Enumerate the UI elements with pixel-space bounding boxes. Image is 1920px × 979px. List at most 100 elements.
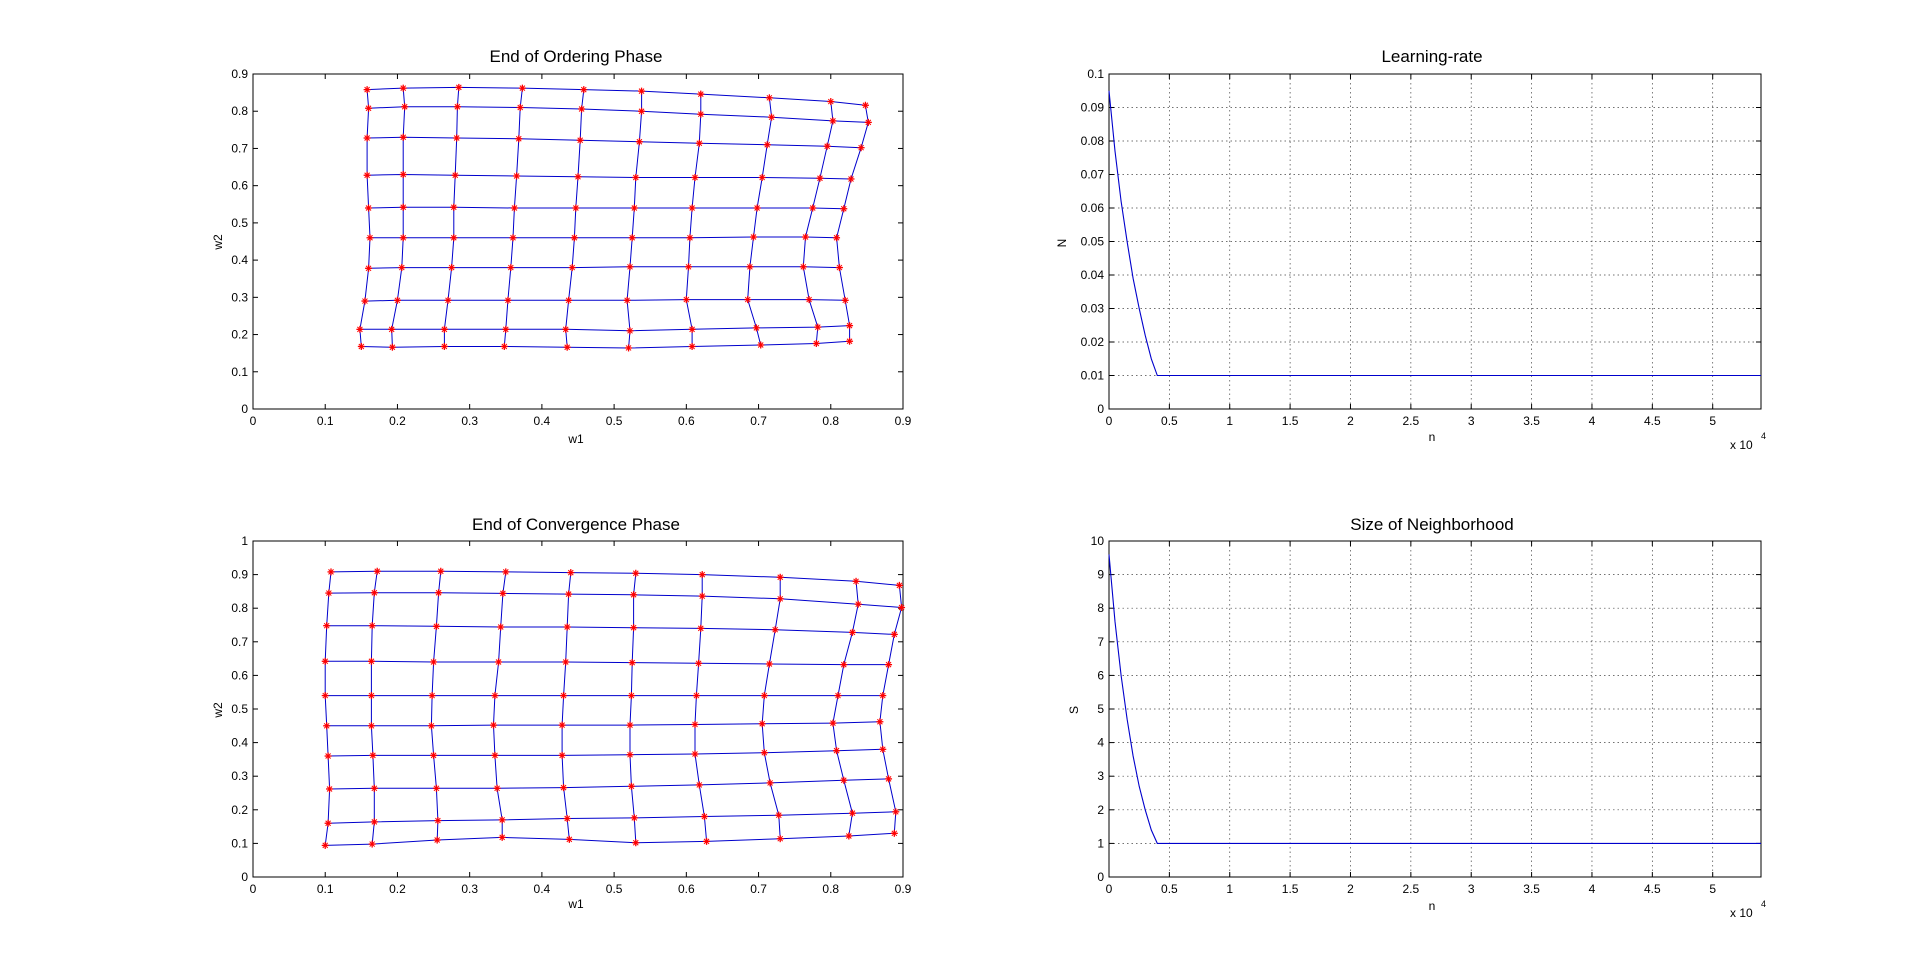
ordering-xtick-label: 0.8 [822,414,839,428]
convergence-neuron-marker [758,720,766,728]
ordering-neuron-marker [357,342,365,350]
convergence-neuron-marker [703,837,711,845]
ordering-xtick-label: 0.7 [750,414,767,428]
convergence-neuron-marker [854,600,862,608]
neighborhood-ytick-label: 10 [1091,534,1105,548]
convergence-lattice-col [629,573,637,843]
ordering-neuron-marker [450,234,458,242]
ordering-neuron-marker [453,103,461,111]
ordering-neuron-marker [809,204,817,212]
convergence-lattice-col [324,571,332,846]
convergence-neuron-marker [776,573,784,581]
ordering-panel: End of Ordering Phase 0 0.1 0.2 0.3 0.4 0.5 0.… [211,47,912,446]
ordering-neuron-marker [440,342,448,350]
convergence-neuron-marker [367,657,375,665]
convergence-neuron-marker [626,721,634,729]
convergence-neuron-marker [491,751,499,759]
convergence-neuron-marker [560,784,568,792]
learning-exponent-power: 4 [1761,431,1766,441]
ordering-lattice-col [747,97,773,346]
convergence-neuron-marker [370,589,378,597]
ordering-lattice-col [802,101,834,344]
ordering-neuron-marker [768,113,776,121]
ordering-neuron-marker [448,264,456,272]
convergence-neuron-marker [562,658,570,666]
ordering-neuron-marker [632,173,640,181]
ordering-lattice-col [836,105,869,342]
ordering-neuron-marker [814,323,822,331]
convergence-neuron-marker [890,829,898,837]
convergence-neuron-marker [502,568,510,576]
neighborhood-ytick-label: 2 [1097,803,1104,817]
ordering-ytick-label: 0.1 [231,365,248,379]
ordering-lattice-row [361,340,850,349]
convergence-xtick-label: 0.3 [461,882,478,896]
ordering-ytick-label: 0.9 [231,67,248,81]
ordering-neuron-marker [695,139,703,147]
ordering-neuron-marker [578,105,586,113]
convergence-neuron-marker [771,626,779,634]
convergence-neuron-marker [498,816,506,824]
ordering-neuron-marker [398,264,406,272]
convergence-lattice-row [326,625,895,635]
convergence-neuron-marker [691,720,699,728]
ordering-ylabel: w2 [211,234,225,251]
learning-ytick-label: 0.01 [1081,369,1105,383]
convergence-neuron-marker [895,581,903,589]
convergence-lattice-row [325,832,895,846]
convergence-xtick-label: 0.5 [606,882,623,896]
convergence-neuron-marker [848,628,856,636]
neighborhood-ytick-label: 9 [1097,568,1104,582]
ordering-neuron-marker [835,264,843,272]
convergence-neuron-marker [776,595,784,603]
convergence-neuron-marker [495,658,503,666]
convergence-neuron-marker [840,661,848,669]
ordering-neuron-marker [846,322,854,330]
ordering-neuron-marker [401,103,409,111]
ordering-title: End of Ordering Phase [490,47,663,66]
ordering-neuron-marker [504,296,512,304]
ordering-neuron-marker [399,84,407,92]
learning-title: Learning-rate [1381,47,1482,66]
ordering-neuron-marker [363,134,371,142]
learning-ytick-label: 0.1 [1087,67,1104,81]
convergence-lattice-col [761,577,781,839]
convergence-neuron-marker [368,840,376,848]
convergence-neuron-marker [695,659,703,667]
learning-ytick-label: 0.06 [1081,201,1105,215]
convergence-neuron-marker [370,784,378,792]
convergence-neuron-marker [892,808,900,816]
convergence-neuron-marker [845,832,853,840]
ordering-neuron-marker [688,325,696,333]
neighborhood-ytick-label: 5 [1097,702,1104,716]
learning-ylabel: N [1055,239,1069,248]
convergence-neuron-marker [632,569,640,577]
ordering-lattice-row [367,173,852,180]
ordering-neuron-marker [516,104,524,111]
convergence-lattice-col [561,572,572,840]
neighborhood-ylabel: S [1067,706,1081,714]
convergence-neuron-marker [369,751,377,759]
ordering-neuron-marker [686,234,694,242]
convergence-neuron-marker [370,818,378,826]
ordering-neuron-marker [744,296,752,304]
convergence-neuron-marker [324,752,332,760]
ordering-xtick-label: 0.5 [606,414,623,428]
convergence-neuron-marker [367,692,375,700]
convergence-neuron-marker [368,622,376,630]
convergence-neuron-marker [692,692,700,700]
ordering-lattice-row [364,299,846,302]
learning-series-line [1108,90,1761,377]
ordering-neuron-marker [635,138,643,146]
convergence-neuron-marker [567,569,575,577]
convergence-neuron-marker [321,841,329,849]
convergence-neuron-marker [697,624,705,632]
ordering-neuron-marker [697,90,705,98]
convergence-neuron-marker [499,589,507,597]
ordering-neuron-marker [399,234,407,242]
ordering-ytick-label: 0.7 [231,141,248,155]
convergence-ytick-label: 0.3 [231,769,248,783]
ordering-neuron-marker [638,107,646,115]
convergence-neuron-marker [323,622,331,630]
convergence-neuron-marker [560,692,568,700]
